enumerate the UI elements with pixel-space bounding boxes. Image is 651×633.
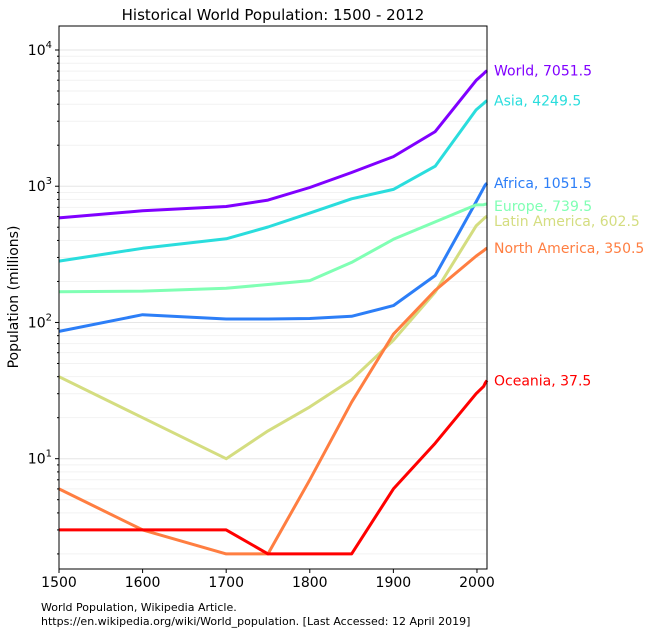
series-line-europe xyxy=(58,202,488,294)
y-tick-label: 103 xyxy=(28,176,52,195)
x-tick-label: 1500 xyxy=(41,575,77,591)
y-tick-base: 10 xyxy=(28,452,46,468)
y-tick-exponent: 2 xyxy=(46,312,52,323)
series-line-world xyxy=(58,69,488,220)
y-tick-base: 10 xyxy=(28,43,46,59)
series-line-north-america xyxy=(58,246,488,556)
y-tick-base: 10 xyxy=(28,179,46,195)
y-tick-exponent: 3 xyxy=(46,176,52,187)
y-tick-exponent: 4 xyxy=(46,40,52,51)
series-line-asia xyxy=(58,99,488,263)
x-tick-label: 2000 xyxy=(459,575,495,591)
series-end-labels: World, 7051.5 Asia, 4249.5 Africa, 1051.5 E… xyxy=(494,64,644,390)
series-label-asia: Asia, 4249.5 xyxy=(494,94,581,110)
series-line-africa xyxy=(58,182,489,333)
series-label-africa: Africa, 1051.5 xyxy=(494,176,592,192)
x-tick-label: 1700 xyxy=(208,575,244,591)
source-line-1: World Population, Wikipedia Article. xyxy=(41,601,237,614)
chart-title: Historical World Population: 1500 - 2012 xyxy=(122,6,425,24)
x-tick-label: 1900 xyxy=(376,575,412,591)
series-label-world: World, 7051.5 xyxy=(494,64,592,80)
series-label-oceania: Oceania, 37.5 xyxy=(494,373,591,389)
y-axis-label: Population (millions) xyxy=(6,226,22,369)
series-line-oceania xyxy=(59,379,489,556)
y-tick-base: 10 xyxy=(28,315,46,331)
series-label-north-america: North America, 350.5 xyxy=(494,241,644,257)
plot-frame xyxy=(58,25,488,570)
y-tick-label: 104 xyxy=(28,40,52,59)
y-tick-label: 101 xyxy=(28,449,52,468)
series-lines xyxy=(58,69,489,556)
x-tick-label: 1600 xyxy=(125,575,161,591)
y-tick-exponent: 1 xyxy=(46,449,52,460)
x-tick-label: 1800 xyxy=(292,575,328,591)
series-label-latin-america: Latin America, 602.5 xyxy=(494,214,640,230)
source-line-2: https://en.wikipedia.org/wiki/World_popu… xyxy=(41,615,471,628)
series-line-latin-america xyxy=(58,214,488,461)
series-label-europe: Europe, 739.5 xyxy=(494,199,592,215)
y-tick-label: 102 xyxy=(28,312,52,331)
